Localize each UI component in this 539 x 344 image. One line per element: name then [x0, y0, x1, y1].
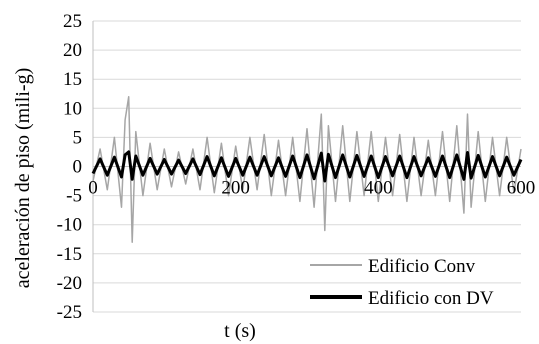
series-line-edificio-con-dv: [91, 150, 523, 183]
axes: [92, 21, 521, 312]
legend: Edificio Conv Edificio con DV: [310, 256, 494, 309]
y-tick-label: -10: [57, 215, 82, 236]
y-axis-title: aceleración de piso (mili-g): [12, 68, 34, 288]
x-tick-label: 600: [507, 178, 536, 199]
x-tick-label: 0: [88, 178, 98, 199]
y-tick-label: 15: [63, 69, 82, 90]
y-tick-label: -15: [57, 244, 82, 265]
y-tick-label: -5: [66, 186, 82, 207]
x-tick-label: 400: [364, 178, 393, 199]
y-tick-label: 0: [73, 157, 83, 178]
x-tick-label: 200: [221, 178, 250, 199]
y-tick-label: -25: [57, 302, 82, 323]
y-tick-label: 25: [63, 11, 82, 32]
y-tick-label: -20: [57, 273, 82, 294]
x-axis-title: t (s): [224, 320, 256, 342]
y-tick-labels: 25 20 15 10 5 0 -5 -10 -15 -20 -25: [57, 11, 82, 323]
x-tick-labels: 0 200 400 600: [88, 178, 535, 199]
series-line-edificio-conv: [92, 95, 522, 243]
y-tick-label: 20: [63, 40, 82, 61]
y-tick-label: 5: [73, 127, 83, 148]
legend-label-edificio-con-dv: Edificio con DV: [368, 288, 494, 309]
legend-label-edificio-conv: Edificio Conv: [368, 256, 476, 277]
series-group: [91, 95, 523, 243]
y-tick-label: 10: [63, 98, 82, 119]
